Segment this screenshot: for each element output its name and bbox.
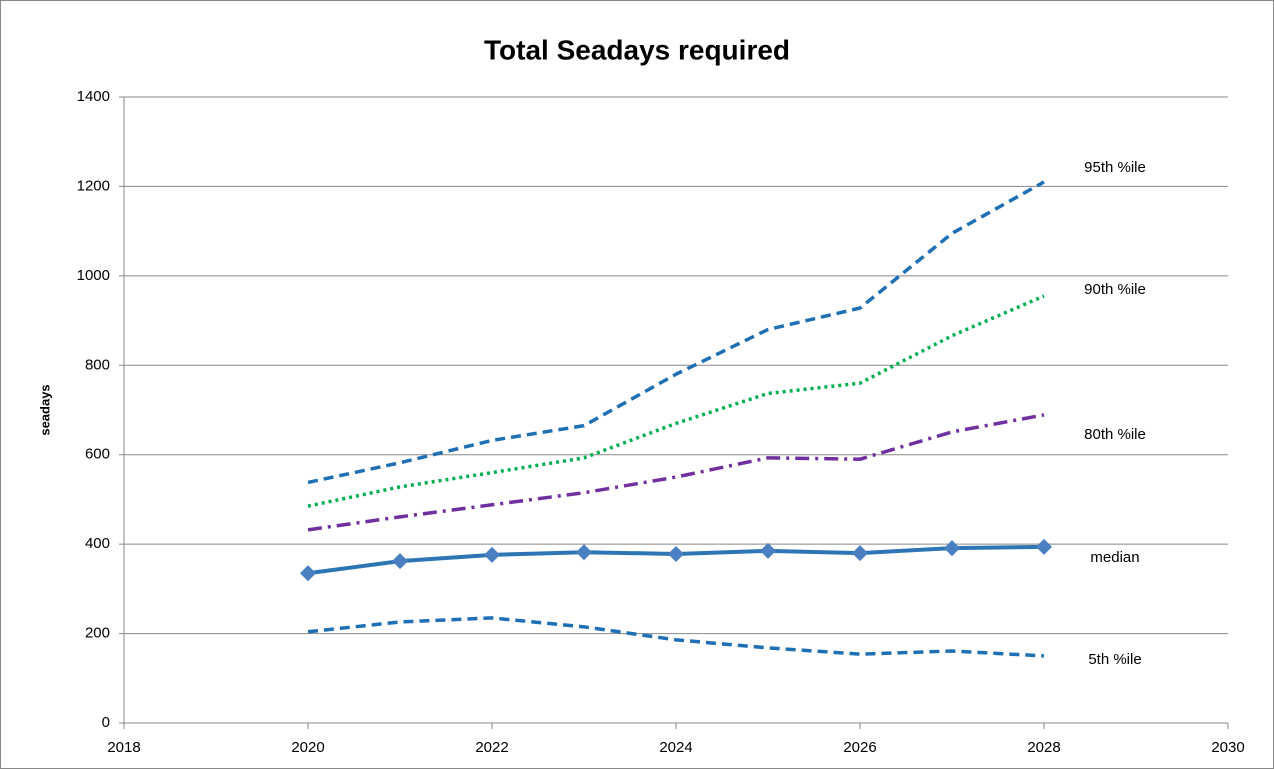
x-tick-label: 2020 [291,739,324,756]
y-tick-label: 0 [102,714,110,731]
y-axis-label: seadays [37,384,52,435]
data-point [944,540,960,557]
y-tick-label: 400 [85,535,110,552]
x-tick-label: 2024 [659,739,692,756]
y-tick-label: 800 [85,356,110,373]
series-line [307,294,1045,508]
data-point [576,544,592,561]
data-point [760,542,776,559]
x-tick-label: 2022 [475,739,508,756]
series-line [307,616,1045,658]
chart-title: Total Seadays required [484,34,790,65]
y-tick-label: 600 [85,446,110,463]
data-point [392,553,408,570]
y-tick-label: 1000 [77,267,110,284]
data-point [1036,538,1052,555]
x-tick-label: 2028 [1027,739,1060,756]
y-tick-label: 1200 [77,177,110,194]
x-tick-label: 2026 [843,739,876,756]
data-point [668,545,684,562]
y-tick-label: 1400 [77,88,110,105]
data-point [300,565,316,582]
series-label: 95th %ile [1084,159,1146,176]
y-tick-label: 200 [85,625,110,642]
series-label: 80th %ile [1084,426,1146,443]
series-line [307,180,1045,485]
data-point [852,545,868,562]
x-tick-label: 2030 [1211,739,1244,756]
series-line [307,413,1045,532]
x-tick-label: 2018 [107,739,140,756]
series-label: median [1090,549,1139,566]
series-label: 5th %ile [1088,651,1141,668]
data-point [484,546,500,563]
series-label: 90th %ile [1084,281,1146,298]
